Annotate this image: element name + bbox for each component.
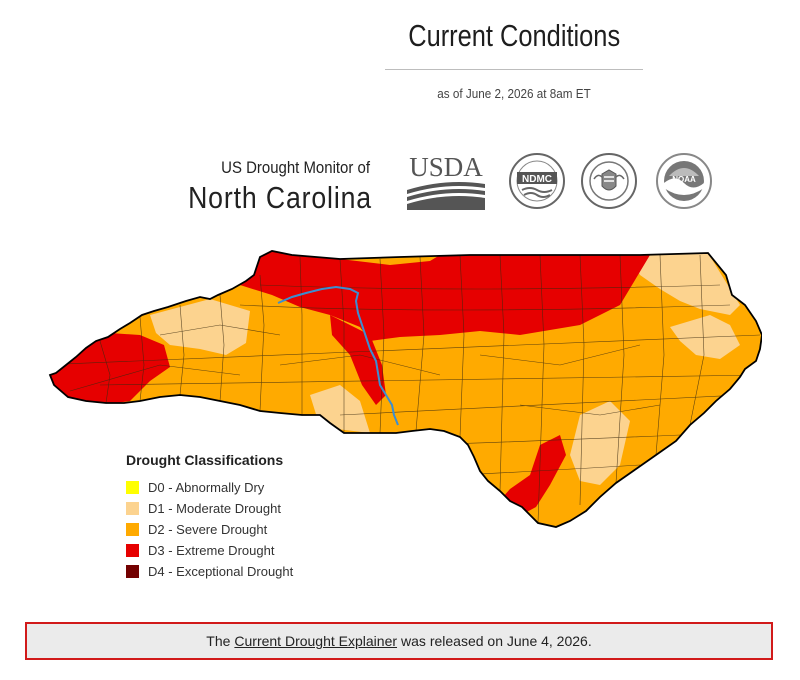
noaa-logo-text: NOAA — [672, 175, 696, 184]
legend-item: D4 - Exceptional Drought — [126, 561, 386, 582]
page-title: Current Conditions — [408, 18, 621, 53]
usda-logo-text: USDA — [409, 152, 483, 182]
legend-label: D2 - Severe Drought — [148, 522, 268, 537]
legend-swatch — [126, 481, 139, 494]
legend-swatch — [126, 544, 139, 557]
drought-map[interactable] — [40, 245, 763, 533]
legend-label: D0 - Abnormally Dry — [148, 480, 265, 495]
extreme-drought-region — [496, 435, 566, 521]
moderate-drought-region — [630, 253, 740, 315]
usda-logo[interactable]: USDA — [405, 152, 487, 212]
monitor-label: US Drought Monitor of — [221, 158, 370, 177]
legend-item: D2 - Severe Drought — [126, 519, 386, 540]
county-lines — [50, 254, 761, 524]
legend-item: D0 - Abnormally Dry — [126, 477, 386, 498]
legend: Drought Classifications D0 - Abnormally … — [126, 452, 386, 582]
legend-label: D3 - Extreme Drought — [148, 543, 275, 558]
release-notice: The Current Drought Explainer was releas… — [25, 622, 773, 660]
as-of-date: as of June 2, 2026 at 8am ET — [437, 86, 591, 101]
legend-swatch — [126, 523, 139, 536]
legend-label: D1 - Moderate Drought — [148, 501, 281, 516]
legend-title: Drought Classifications — [126, 452, 284, 468]
legend-item: D3 - Extreme Drought — [126, 540, 386, 561]
moderate-drought-region — [570, 401, 630, 485]
moderate-drought-region — [150, 299, 250, 355]
state-name: North Carolina — [188, 180, 372, 215]
legend-swatch — [126, 565, 139, 578]
ndmc-logo[interactable]: NDMC — [508, 152, 566, 210]
ndmc-logo-text: NDMC — [522, 174, 552, 185]
river — [277, 285, 399, 426]
department-of-commerce-seal[interactable] — [580, 152, 638, 210]
current-drought-explainer-link[interactable]: Current Drought Explainer — [234, 633, 398, 649]
title-divider — [385, 69, 643, 70]
legend-swatch — [126, 502, 139, 515]
legend-item: D1 - Moderate Drought — [126, 498, 386, 519]
notice-prefix: The — [206, 633, 231, 649]
noaa-logo[interactable]: NOAA — [655, 152, 713, 210]
notice-suffix: was released on June 4, 2026. — [401, 633, 592, 649]
extreme-drought-region — [240, 251, 650, 341]
legend-label: D4 - Exceptional Drought — [148, 564, 294, 579]
state-outline — [48, 250, 763, 528]
